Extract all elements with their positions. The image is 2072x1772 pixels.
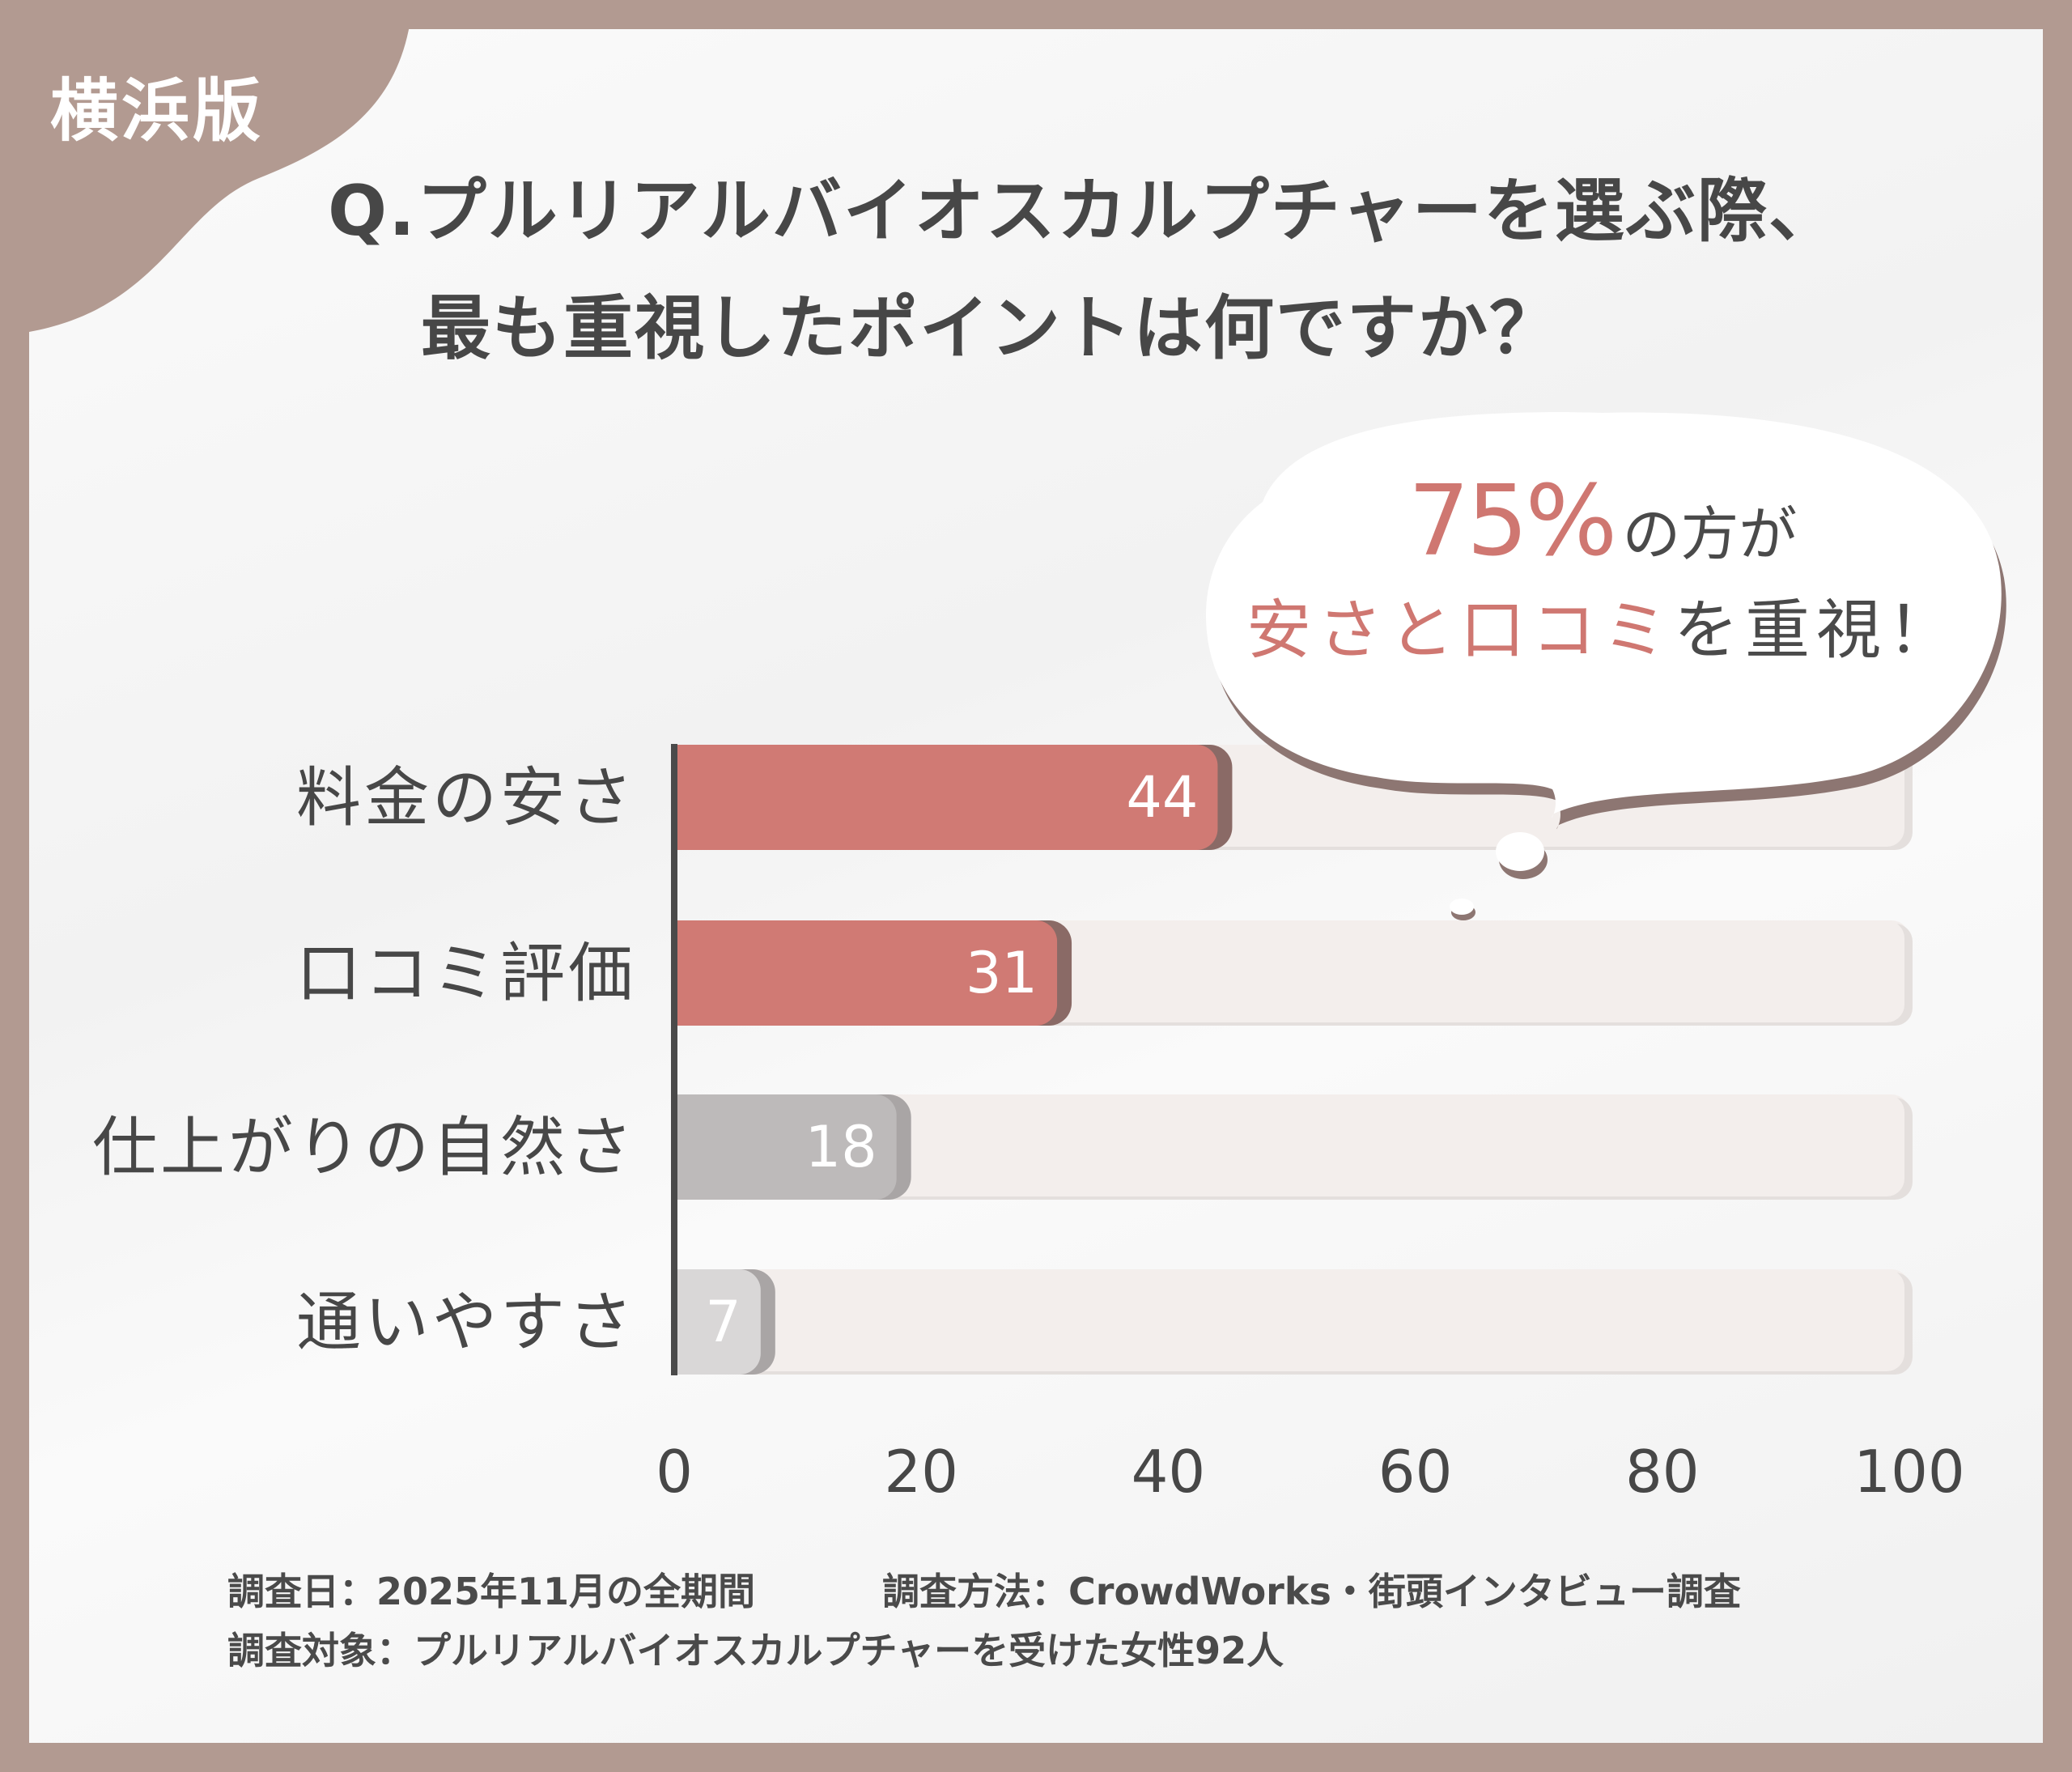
x-tick-label: 40 [1132, 1438, 1206, 1506]
bar [674, 920, 1058, 1026]
category-label: 通いやすさ [296, 1285, 636, 1360]
question-title-line1: Q.プルリアルバイオスカルプチャーを選ぶ際、 [328, 171, 1841, 252]
callout-line2: 安さと口コミを重視！ [1206, 578, 1999, 672]
data-label: 31 [966, 940, 1038, 1006]
callout-text: 75% の方が 安さと口コミを重視！ [1206, 465, 1999, 672]
x-tick-label: 0 [656, 1438, 693, 1506]
x-tick-label: 100 [1853, 1438, 1964, 1506]
bubble-dot [1496, 832, 1544, 871]
bar-base [674, 1269, 707, 1375]
data-label: 44 [1126, 764, 1198, 831]
x-tick-label: 60 [1378, 1438, 1453, 1506]
survey-target: 調査対象：プルリアルバイオスカルプチャーを受けた女性92人 [227, 1629, 1284, 1672]
category-label: 料金の安さ [296, 760, 636, 835]
data-label: 7 [705, 1289, 741, 1355]
data-label: 18 [805, 1114, 877, 1180]
callout-suffix: の方が [1622, 500, 1798, 568]
category-label: 仕上がりの自然さ [92, 1110, 636, 1185]
bar-track-face [674, 1269, 1904, 1371]
bar [674, 1094, 897, 1200]
callout-bubble [1206, 412, 2002, 818]
callout-line2-highlight: 安さと口コミ [1246, 593, 1674, 668]
x-tick-label: 80 [1625, 1438, 1700, 1506]
panel [29, 29, 2043, 1743]
x-tick-label: 20 [884, 1438, 958, 1506]
corner-tab [0, 0, 413, 332]
callout-line2-suffix: を重視！ [1674, 593, 1959, 668]
y-axis-line [671, 744, 677, 1375]
bubble-dot-small [1450, 899, 1474, 915]
edition-tag: 横浜版 [50, 71, 265, 151]
callout-percent: 75% [1408, 465, 1618, 578]
survey-date: 調査日：2025年11月の全期間 [227, 1570, 756, 1613]
question-title-line2: 最も重視したポイントは何ですか？ [421, 288, 1560, 369]
bar-base [674, 745, 707, 850]
bar-base [674, 1094, 707, 1200]
category-label: 口コミ評価 [296, 936, 636, 1011]
bar-base [674, 920, 707, 1026]
bar-track-face [674, 1094, 1904, 1196]
survey-method: 調査方法：CrowdWorks・街頭インタビュー調査 [882, 1570, 1741, 1613]
bar [674, 745, 1218, 850]
